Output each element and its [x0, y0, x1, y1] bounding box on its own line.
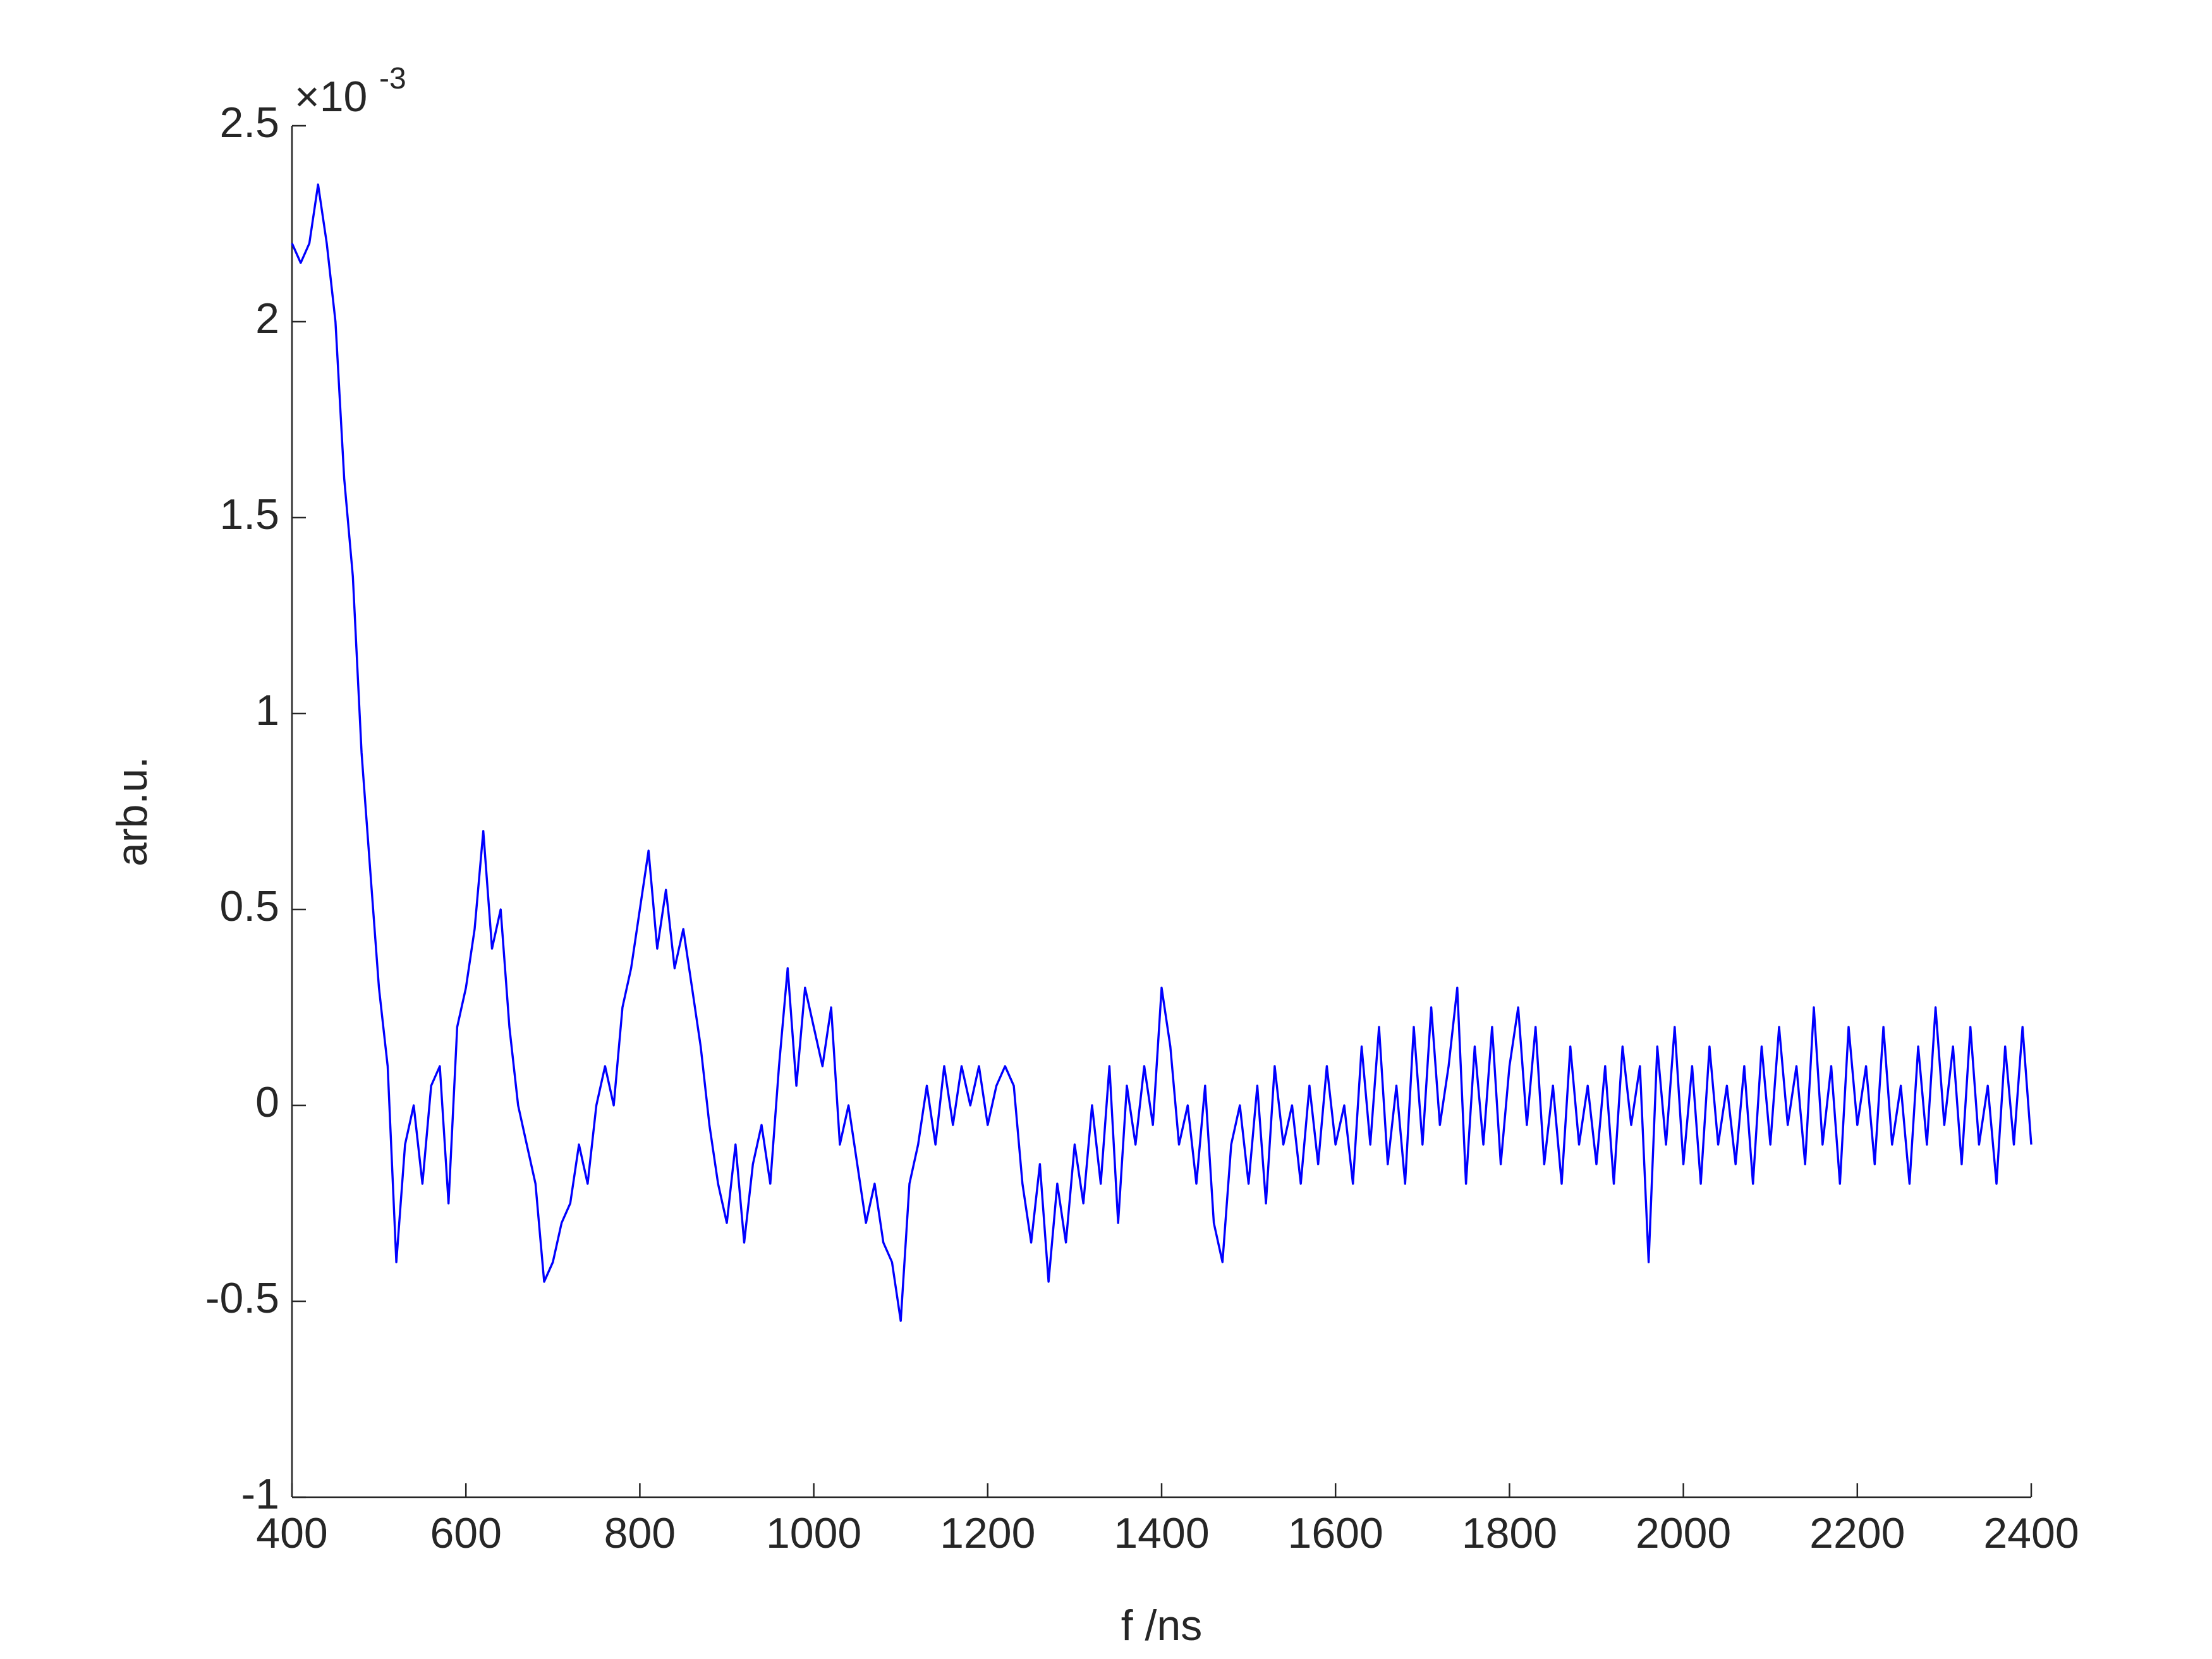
x-tick-label: 1600 — [1288, 1509, 1383, 1557]
x-tick-label: 1000 — [766, 1509, 861, 1557]
y-multiplier-base: ×10 — [295, 73, 367, 121]
x-tick-label: 1800 — [1462, 1509, 1557, 1557]
y-tick-label: 2.5 — [219, 99, 279, 147]
x-tick-label: 1400 — [1114, 1509, 1209, 1557]
x-tick-label: 400 — [256, 1509, 327, 1557]
y-axis-label: arb.u. — [108, 757, 156, 866]
y-multiplier-exponent: -3 — [379, 62, 406, 95]
y-tick-label: 0 — [255, 1078, 279, 1126]
y-tick-label: -1 — [241, 1470, 279, 1518]
y-tick-label: 1.5 — [219, 490, 279, 538]
x-tick-label: 800 — [604, 1509, 676, 1557]
x-tick-label: 2000 — [1636, 1509, 1731, 1557]
y-tick-label: 1 — [255, 686, 279, 734]
x-tick-label: 1200 — [940, 1509, 1035, 1557]
y-tick-label: -0.5 — [205, 1274, 279, 1322]
data-line — [291, 183, 2033, 1322]
x-tick-label: 2200 — [1809, 1509, 1905, 1557]
y-tick-label: 2 — [255, 295, 279, 343]
x-axis-label: f /ns — [1121, 1601, 1203, 1650]
x-tick-label: 2400 — [1983, 1509, 2079, 1557]
x-tick-label: 600 — [430, 1509, 501, 1557]
y-tick-label: 0.5 — [219, 882, 279, 930]
